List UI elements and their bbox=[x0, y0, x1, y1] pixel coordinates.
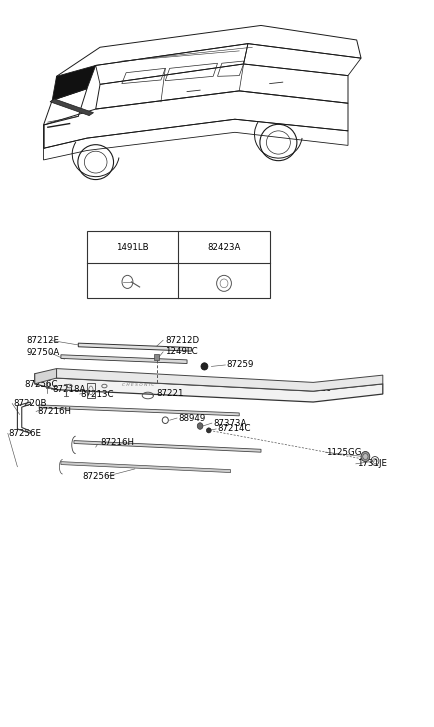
Ellipse shape bbox=[197, 422, 203, 429]
Text: 87220: 87220 bbox=[304, 384, 331, 393]
Polygon shape bbox=[35, 369, 56, 384]
Polygon shape bbox=[35, 374, 382, 402]
Bar bbox=[87, 231, 269, 298]
Text: 88949: 88949 bbox=[178, 414, 205, 422]
Text: 87373A: 87373A bbox=[213, 419, 246, 427]
Text: 1731JE: 1731JE bbox=[356, 459, 386, 468]
Ellipse shape bbox=[360, 451, 369, 462]
Bar bbox=[154, 354, 158, 360]
Polygon shape bbox=[56, 369, 382, 391]
Text: C H E S O N I C: C H E S O N I C bbox=[122, 383, 154, 387]
Bar bbox=[46, 382, 49, 388]
Text: 87216H: 87216H bbox=[37, 407, 71, 416]
Text: 87259: 87259 bbox=[226, 361, 253, 369]
Text: 82423A: 82423A bbox=[207, 243, 240, 252]
Polygon shape bbox=[61, 355, 187, 364]
Ellipse shape bbox=[362, 454, 367, 459]
Text: 87220B: 87220B bbox=[13, 399, 46, 408]
Text: 87256C: 87256C bbox=[24, 380, 57, 389]
Text: 1491LB: 1491LB bbox=[116, 243, 148, 252]
Text: 92750A: 92750A bbox=[26, 348, 59, 357]
Text: 1249LC: 1249LC bbox=[165, 348, 197, 356]
Text: 87221: 87221 bbox=[156, 389, 184, 398]
Text: 87218A: 87218A bbox=[52, 385, 85, 394]
Polygon shape bbox=[74, 441, 260, 452]
Text: 87213C: 87213C bbox=[80, 390, 114, 398]
Polygon shape bbox=[50, 99, 93, 116]
Text: 87212D: 87212D bbox=[165, 336, 199, 345]
Ellipse shape bbox=[201, 363, 207, 370]
Bar bbox=[87, 383, 95, 398]
Polygon shape bbox=[39, 405, 239, 416]
Text: 87256E: 87256E bbox=[82, 472, 115, 481]
Text: 87216H: 87216H bbox=[100, 438, 134, 446]
Ellipse shape bbox=[206, 427, 211, 433]
Text: 1125GG: 1125GG bbox=[326, 448, 361, 457]
Polygon shape bbox=[52, 65, 95, 100]
Polygon shape bbox=[61, 462, 230, 473]
Text: 87212E: 87212E bbox=[26, 336, 59, 345]
Polygon shape bbox=[78, 343, 191, 351]
Text: 87214C: 87214C bbox=[217, 425, 250, 433]
Text: 87256E: 87256E bbox=[9, 429, 42, 438]
